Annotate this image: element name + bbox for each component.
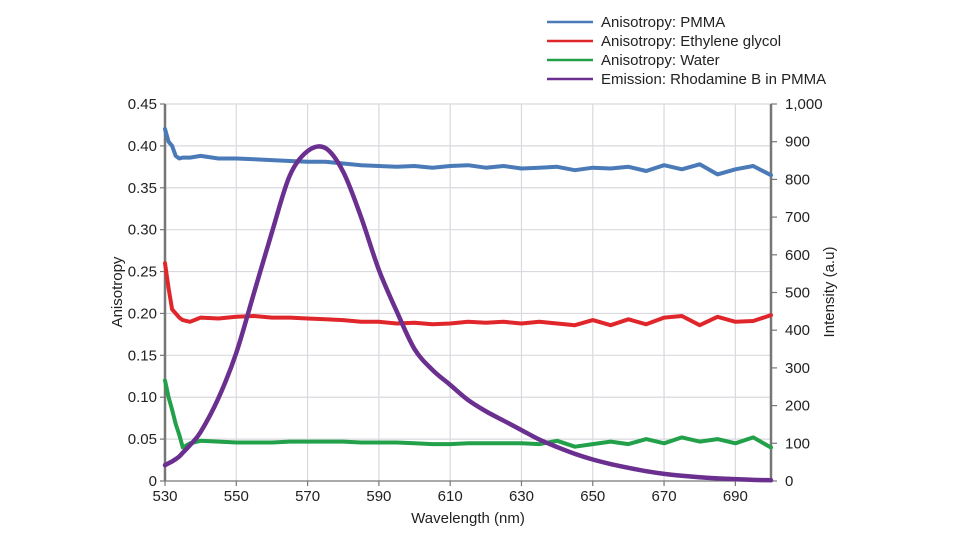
- y-tick-label: 0.30: [128, 222, 157, 239]
- series-line-emission-rhodamine-b-in-pmma: [162, 144, 774, 483]
- y-tick-label: 0.25: [128, 264, 157, 281]
- x-tick-label: 550: [224, 488, 249, 505]
- y2-tick-label: 800: [785, 171, 810, 188]
- y-tick-label: 0: [149, 473, 157, 490]
- y-tick-label: 0.15: [128, 347, 157, 364]
- axes: [160, 103, 777, 486]
- legend: Anisotropy: PMMA Anisotropy: Ethylene gly…: [547, 14, 826, 88]
- y-tick-label: 0.40: [128, 138, 157, 155]
- tick-labels: 530 550 570 590 610 630 650 670 690 0 0.05 0.10 0.15…: [128, 96, 823, 505]
- series-line-anisotropy-water: [163, 378, 773, 450]
- y2-tick-label: 600: [785, 247, 810, 264]
- y-tick-label: 0.45: [128, 96, 157, 113]
- y2-tick-label: 500: [785, 285, 810, 302]
- legend-label: Anisotropy: PMMA: [601, 14, 725, 31]
- series-lines: [162, 127, 774, 483]
- x-tick-label: 610: [438, 488, 463, 505]
- x-tick-label: 590: [366, 488, 391, 505]
- legend-label: Emission: Rhodamine B in PMMA: [601, 71, 826, 88]
- x-tick-label: 630: [509, 488, 534, 505]
- y-axis-title: Anisotropy: [109, 256, 126, 327]
- y2-axis-title: Intensity (a.u): [821, 247, 838, 338]
- x-axis-title: Wavelength (nm): [411, 510, 525, 527]
- y-tick-label: 0.05: [128, 431, 157, 448]
- y2-tick-label: 0: [785, 473, 793, 490]
- x-tick-label: 530: [152, 488, 177, 505]
- y2-tick-label: 900: [785, 134, 810, 151]
- y-tick-label: 0.35: [128, 180, 157, 197]
- y-tick-label: 0.20: [128, 305, 157, 322]
- x-tick-label: 670: [652, 488, 677, 505]
- y2-tick-label: 200: [785, 398, 810, 415]
- series-line-anisotropy-pmma: [163, 127, 773, 178]
- y2-tick-label: 300: [785, 360, 810, 377]
- y2-tick-label: 100: [785, 435, 810, 452]
- y2-tick-label: 400: [785, 322, 810, 339]
- y-tick-label: 0.10: [128, 389, 157, 406]
- x-tick-label: 650: [580, 488, 605, 505]
- x-tick-label: 570: [295, 488, 320, 505]
- x-tick-label: 690: [723, 488, 748, 505]
- y2-tick-label: 700: [785, 209, 810, 226]
- legend-label: Anisotropy: Water: [601, 52, 720, 69]
- legend-label: Anisotropy: Ethylene glycol: [601, 33, 781, 50]
- series-line-anisotropy-ethylene-glycol: [163, 261, 773, 328]
- y2-tick-label: 1,000: [785, 96, 823, 113]
